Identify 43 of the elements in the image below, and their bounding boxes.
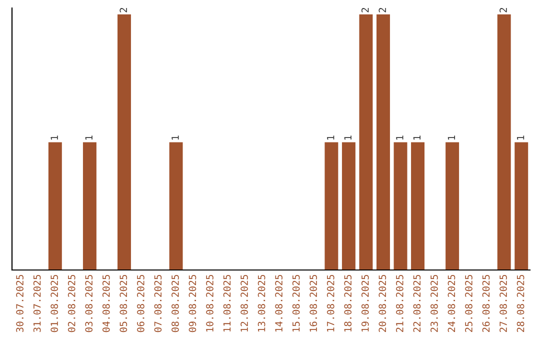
x-tick-label: 22.08.2025 [413,274,421,332]
x-tick-label: 15.08.2025 [292,274,300,332]
data-label: 1 [85,136,92,140]
x-tick-label: 19.08.2025 [361,274,369,332]
x-tick-label: 03.08.2025 [85,274,93,332]
data-label: 1 [396,136,404,140]
data-label: 1 [50,136,58,140]
x-tick-label: 09.08.2025 [188,274,196,332]
x-tick-label: 30.07.2025 [16,274,24,332]
x-tick-label: 27.08.2025 [500,274,507,332]
x-tick-label: 18.08.2025 [344,274,352,332]
x-tick-label: 16.08.2025 [310,274,318,332]
x-tick-label: 08.08.2025 [172,274,179,332]
x-tick-label: 04.08.2025 [102,274,110,332]
x-tick-label: 11.08.2025 [223,274,231,332]
x-tick-label: 07.08.2025 [154,274,162,332]
data-label: 1 [413,136,420,140]
x-tick-label: 13.08.2025 [258,274,266,332]
data-label: 2 [500,8,507,12]
x-tick-label: 25.08.2025 [465,274,472,332]
x-tick-label: 17.08.2025 [326,274,334,332]
data-label: 1 [344,136,352,140]
data-label: 2 [378,8,386,12]
data-label: 1 [516,136,524,140]
x-tick-label: 05.08.2025 [120,274,128,332]
data-label: 1 [172,136,179,140]
data-label: 2 [120,8,127,12]
data-label: 1 [327,136,334,140]
x-tick-label: 12.08.2025 [240,274,248,332]
x-tick-label: 31.07.2025 [33,274,41,332]
x-tick-label: 24.08.2025 [448,274,456,332]
x-tick-label: 26.08.2025 [482,274,490,332]
x-tick-label: 28.08.2025 [516,274,524,332]
x-tick-label: 10.08.2025 [206,274,214,332]
x-tick-label: 14.08.2025 [275,274,282,332]
x-tick-label: 20.08.2025 [378,274,386,332]
x-tick-label: 06.08.2025 [136,274,144,332]
x-tick-label: 02.08.2025 [68,274,76,332]
data-label: 2 [361,8,369,12]
x-tick-label: 01.08.2025 [50,274,58,332]
x-tick-label: 23.08.2025 [430,274,438,332]
x-tick-label: 21.08.2025 [396,274,404,332]
data-label: 1 [448,136,456,140]
